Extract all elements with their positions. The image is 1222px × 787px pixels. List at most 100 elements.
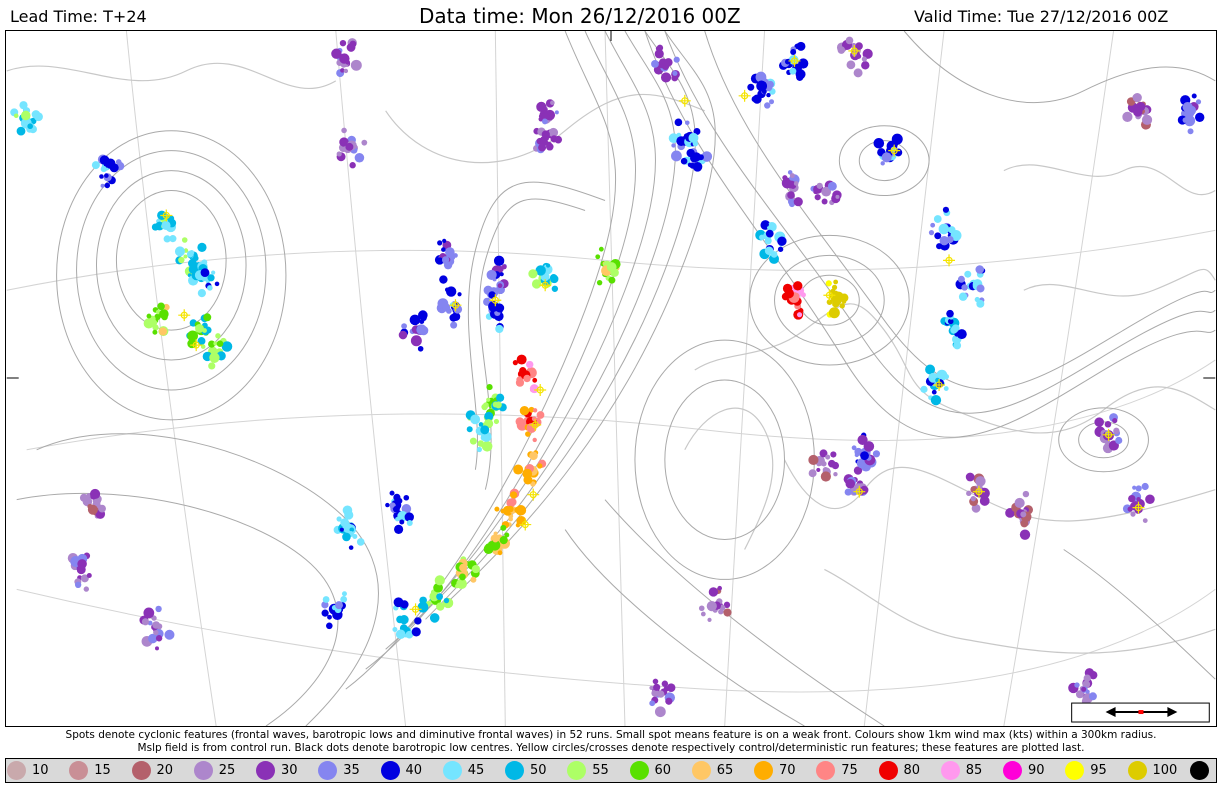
feature-spot xyxy=(345,142,354,151)
legend-label: 100 xyxy=(1152,763,1178,778)
feature-spot xyxy=(506,498,516,508)
feature-spot xyxy=(178,256,185,264)
coastlines xyxy=(6,62,1216,654)
feature-spot xyxy=(784,58,791,65)
feature-spot xyxy=(961,284,968,291)
feature-spot xyxy=(821,186,832,197)
feature-spot xyxy=(385,502,390,508)
control-feature-marker xyxy=(489,294,502,307)
control-feature-marker xyxy=(409,603,422,616)
feature-spot xyxy=(816,182,823,189)
feature-spot xyxy=(855,42,863,50)
feature-spot xyxy=(964,270,972,278)
feature-spot xyxy=(409,314,421,326)
feature-spot xyxy=(930,394,942,406)
feature-spot xyxy=(457,292,462,297)
feature-spot xyxy=(214,281,220,287)
feature-spot xyxy=(429,613,440,623)
feature-spot xyxy=(416,324,427,335)
feature-spot xyxy=(846,60,856,70)
feature-spot xyxy=(532,437,537,443)
legend-item: 75 xyxy=(816,761,863,780)
legend-label: 40 xyxy=(405,763,423,778)
feature-spot xyxy=(816,467,821,473)
feature-spot xyxy=(525,431,531,437)
feature-spot xyxy=(392,626,398,632)
feature-spot xyxy=(441,247,446,252)
legend-label: 25 xyxy=(218,763,236,778)
feature-spot xyxy=(545,263,551,268)
feature-spot xyxy=(492,536,499,543)
feature-spot xyxy=(512,360,518,366)
legend-swatch xyxy=(380,761,400,780)
feature-spot xyxy=(215,333,221,339)
feature-spot xyxy=(873,137,885,149)
feature-spot xyxy=(516,354,527,365)
feature-spot xyxy=(845,36,854,45)
legend-item xyxy=(1189,761,1215,780)
feature-spot xyxy=(341,591,347,597)
feature-spot xyxy=(493,531,498,536)
feature-spot xyxy=(339,527,344,532)
feature-spot xyxy=(652,678,659,685)
feature-spot xyxy=(405,630,414,639)
feature-spot xyxy=(947,318,954,325)
feature-spot xyxy=(331,48,342,59)
feature-spot xyxy=(115,159,122,165)
feature-spot xyxy=(399,519,405,525)
legend-swatch xyxy=(940,761,960,780)
control-features xyxy=(160,44,1145,616)
feature-spot xyxy=(155,605,162,613)
feature-spot xyxy=(532,377,538,383)
feature-spot xyxy=(861,61,870,70)
feature-spot xyxy=(186,250,194,258)
feature-spot xyxy=(550,274,559,284)
feature-spot xyxy=(765,229,774,238)
legend-item: 15 xyxy=(69,761,116,780)
feature-spot xyxy=(519,406,530,416)
feature-spot xyxy=(976,299,985,308)
feature-spot xyxy=(920,385,928,393)
feature-spot xyxy=(545,142,554,151)
feature-spot xyxy=(509,491,518,499)
feature-spot xyxy=(417,601,429,613)
feature-spot xyxy=(496,393,505,402)
feature-spot xyxy=(348,545,354,550)
feature-spot xyxy=(164,629,175,640)
feature-spot xyxy=(1136,497,1141,502)
legend-item: 100 xyxy=(1127,761,1178,780)
feature-spot xyxy=(542,112,550,120)
feature-spot xyxy=(697,154,704,161)
feature-spot xyxy=(321,601,329,609)
feature-spot xyxy=(777,236,787,246)
feature-spot xyxy=(536,101,547,112)
feature-spot xyxy=(764,222,769,227)
feature-spot xyxy=(187,330,198,342)
feature-spot xyxy=(488,291,496,299)
control-feature-marker xyxy=(1102,428,1115,441)
feature-spot xyxy=(500,508,506,514)
feature-spot xyxy=(16,126,26,136)
feature-spot xyxy=(349,527,355,533)
legend-label: 15 xyxy=(94,763,111,778)
feature-spot xyxy=(665,697,673,705)
feature-spot xyxy=(216,340,224,347)
feature-spot xyxy=(825,280,832,287)
legend-swatch xyxy=(1003,761,1022,780)
feature-spot xyxy=(610,268,619,277)
map-panel xyxy=(5,30,1217,727)
isobars xyxy=(16,31,1216,726)
feature-spot xyxy=(441,256,450,264)
feature-spot xyxy=(86,573,92,579)
feature-spot xyxy=(526,360,534,369)
feature-spot xyxy=(104,182,111,189)
feature-spot xyxy=(493,418,500,425)
feature-spot xyxy=(854,452,859,458)
feature-spot xyxy=(336,516,342,522)
feature-spot xyxy=(950,326,958,334)
feature-spot xyxy=(161,220,171,231)
valid-time: Valid Time: Tue 27/12/2016 00Z xyxy=(914,7,1169,26)
feature-spot xyxy=(163,235,171,243)
feature-spot xyxy=(404,512,414,522)
feature-spot xyxy=(931,389,937,395)
